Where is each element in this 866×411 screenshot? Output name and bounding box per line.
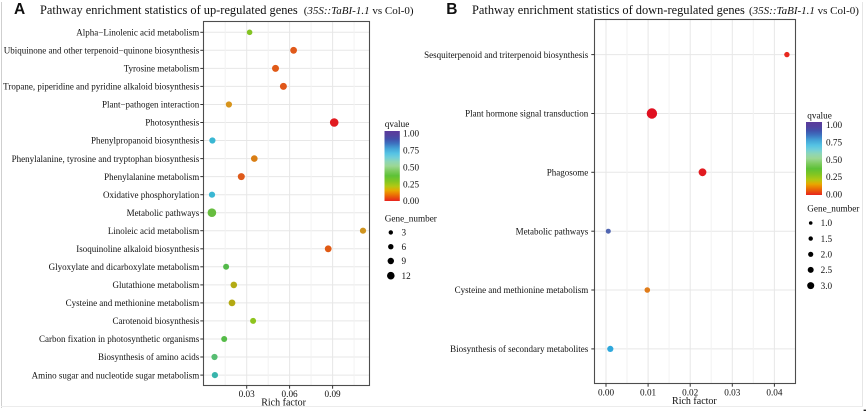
svg-text:12: 12 [402,271,412,281]
svg-text:Oxidative phosphorylation: Oxidative phosphorylation [103,190,200,200]
svg-text:0.50: 0.50 [403,163,419,173]
svg-text:Plant−pathogen interaction: Plant−pathogen interaction [102,100,200,110]
svg-text:Pathway enrichment statistics: Pathway enrichment statistics of up-regu… [40,3,298,17]
svg-text:Gene_number: Gene_number [385,214,437,224]
svg-text:qvalue: qvalue [807,111,832,121]
svg-text:0.02: 0.02 [682,387,698,397]
svg-text:0.25: 0.25 [826,172,842,182]
svg-text:Photosynthesis: Photosynthesis [145,118,200,128]
svg-text:0.00: 0.00 [403,196,419,206]
svg-text:0.75: 0.75 [403,146,419,156]
svg-text:Tyrosine metabolism: Tyrosine metabolism [124,64,200,74]
svg-text:0.01: 0.01 [640,387,656,397]
svg-text:2.5: 2.5 [821,265,833,275]
svg-text:A: A [14,1,25,18]
svg-text:qvalue: qvalue [385,119,410,129]
svg-text:1.00: 1.00 [403,129,419,139]
svg-text:(35S::TaBI-1.1 vs Col-0): (35S::TaBI-1.1 vs Col-0) [304,5,414,17]
svg-text:0.03: 0.03 [724,387,740,397]
svg-text:1.00: 1.00 [826,120,842,130]
svg-text:9: 9 [402,256,407,266]
svg-text:2.0: 2.0 [821,250,833,260]
svg-text:0.06: 0.06 [282,389,298,399]
svg-text:0.00: 0.00 [826,189,842,199]
svg-text:Glutathione metabolism: Glutathione metabolism [113,280,200,290]
svg-text:Alpha−Linolenic acid metabolis: Alpha−Linolenic acid metabolism [76,28,199,38]
svg-text:Carbon fixation in photosynthe: Carbon fixation in photosynthetic organi… [39,334,200,344]
svg-text:Carotenoid biosynthesis: Carotenoid biosynthesis [113,316,200,326]
svg-text:0.25: 0.25 [403,179,419,189]
svg-text:0.75: 0.75 [826,138,842,148]
svg-text:3: 3 [402,228,407,238]
svg-text:Gene_number: Gene_number [807,203,859,213]
svg-text:Pathway enrichment statistics: Pathway enrichment statistics of down-re… [472,3,745,17]
svg-text:0.50: 0.50 [826,155,842,165]
svg-text:6: 6 [402,242,407,252]
svg-text:Phenylalanine, tyrosine and tr: Phenylalanine, tyrosine and tryptophan b… [12,154,200,164]
svg-text:B: B [446,1,457,18]
svg-text:Plant hormone signal transduct: Plant hormone signal transduction [465,109,589,119]
svg-text:(35S::TaBI-1.1 vs Col-0): (35S::TaBI-1.1 vs Col-0) [749,5,859,17]
svg-text:Rich factor: Rich factor [672,396,717,407]
svg-text:Rich factor: Rich factor [261,398,306,409]
svg-text:Tropane, piperidine and pyridi: Tropane, piperidine and pyridine alkaloi… [3,82,200,92]
svg-text:3.0: 3.0 [821,281,833,291]
svg-text:0.04: 0.04 [766,387,782,397]
svg-text:0.03: 0.03 [239,389,255,399]
svg-text:Linoleic acid metabolism: Linoleic acid metabolism [108,226,199,236]
svg-text:Metabolic pathways: Metabolic pathways [516,226,589,236]
svg-text:0.09: 0.09 [325,389,341,399]
svg-text:Isoquinoline alkaloid biosynth: Isoquinoline alkaloid biosynthesis [76,244,199,254]
svg-text:Phenylpropanoid biosynthesis: Phenylpropanoid biosynthesis [91,136,200,146]
svg-text:Metabolic pathways: Metabolic pathways [127,208,200,218]
svg-text:Sesquiterpenoid and triterpeno: Sesquiterpenoid and triterpenoid biosynt… [424,50,589,60]
svg-text:1.5: 1.5 [821,234,833,244]
svg-text:Phenylalanine metabolism: Phenylalanine metabolism [104,172,199,182]
svg-text:Biosynthesis of amino acids: Biosynthesis of amino acids [98,352,200,362]
svg-text:Cysteine and methionine metabo: Cysteine and methionine metabolism [455,285,589,295]
svg-text:Phagosome: Phagosome [547,168,589,178]
svg-text:Cysteine and methionine metabo: Cysteine and methionine metabolism [66,298,200,308]
svg-text:Amino sugar and nucleotide sug: Amino sugar and nucleotide sugar metabol… [32,370,200,380]
svg-text:0.00: 0.00 [598,387,614,397]
svg-text:Glyoxylate and dicarboxylate m: Glyoxylate and dicarboxylate metabolism [49,262,200,272]
svg-text:Ubiquinone and other terpenoid: Ubiquinone and other terpenoid−quinone b… [4,46,200,56]
svg-text:Biosynthesis of secondary meta: Biosynthesis of secondary metabolites [450,344,589,354]
svg-text:1.0: 1.0 [821,218,833,228]
